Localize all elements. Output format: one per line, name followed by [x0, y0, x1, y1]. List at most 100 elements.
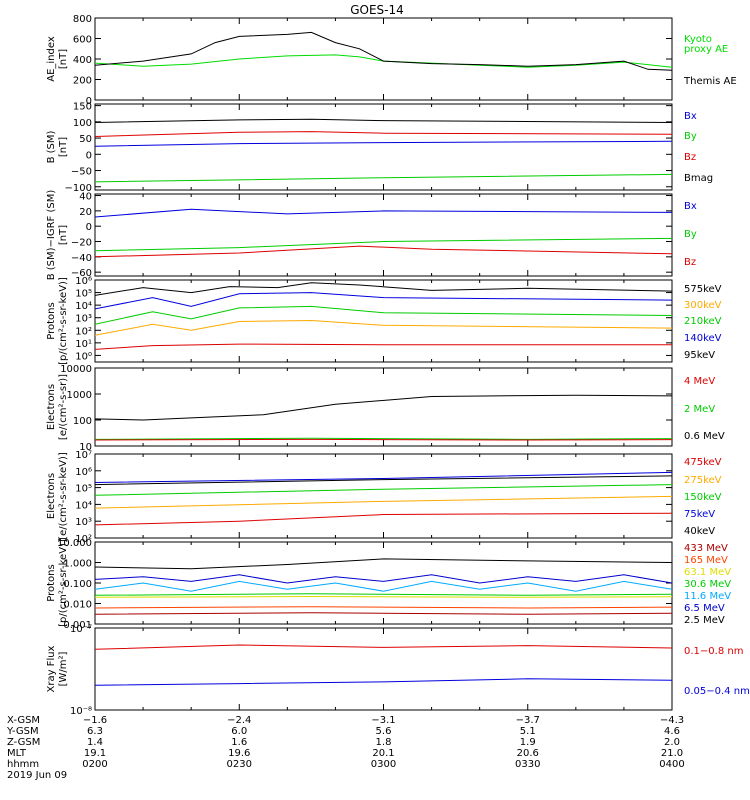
y-tick-label: 10⁴ [75, 500, 92, 511]
footer-value: 0300 [371, 759, 396, 770]
footer-value: 0330 [515, 759, 540, 770]
y-tick-label: 10⁷ [75, 450, 92, 461]
series-line [95, 471, 672, 483]
y-axis-title: [e/(cm²-s-sr)] [58, 374, 69, 440]
y-tick-label: 600 [73, 35, 92, 46]
footer-value: 5.1 [520, 726, 536, 737]
footer-value: 6.0 [231, 726, 247, 737]
legend-label: 575keV [684, 284, 722, 295]
footer-value: −3.1 [371, 715, 395, 726]
y-tick-label: 0 [86, 222, 92, 233]
series-line [95, 438, 672, 441]
y-tick-label: 10⁻⁸ [70, 706, 92, 717]
series-line [95, 606, 672, 609]
y-axis-title: Protons [46, 564, 57, 601]
footer-value: −3.7 [516, 715, 540, 726]
panel-frame [94, 627, 673, 711]
series-line [95, 131, 672, 137]
legend-label: 11.6 MeV [684, 591, 731, 602]
footer-value: 19.1 [84, 748, 106, 759]
legend-label: By [684, 229, 697, 240]
series-line [95, 595, 672, 598]
legend-label: 165 MeV [684, 555, 728, 566]
panel-3: 40 20 0 −20 −40 −60 B (SM)−IGRF (SM) [nT] Bx By Bz [46, 190, 697, 281]
series-line [95, 31, 672, 71]
panel-frame [94, 193, 673, 277]
legend-label: Bmag [684, 173, 713, 184]
footer-value: 21.0 [661, 748, 683, 759]
y-tick-label: 10³ [75, 517, 92, 528]
panel-frame [94, 453, 673, 539]
series-line [95, 612, 672, 615]
y-axis-title: [W/m²] [58, 651, 69, 686]
legend-label: 63.1 MeV [684, 567, 731, 578]
footer-row-label: 2019 Jun 09 [7, 770, 67, 781]
legend-label: 0.1−0.8 nm [684, 646, 743, 657]
series-line [95, 678, 672, 686]
series-line [95, 237, 672, 252]
panel-2: 150 100 50 0 −50 −100 B (SM) [nT] Bx By Bz Bmag [46, 102, 713, 194]
series-line [95, 644, 672, 650]
y-axis-title: Protons [46, 302, 57, 339]
y-axis-title: Xray Flux [46, 645, 57, 692]
y-tick-label: 20 [79, 207, 92, 218]
footer-value: 1.8 [376, 737, 392, 748]
y-tick-label: 40 [79, 192, 92, 203]
y-tick-label: 0.010 [63, 600, 92, 611]
series-line [95, 484, 672, 496]
y-tick-label: 10.000 [57, 538, 92, 549]
legend-label: 0.6 MeV [684, 431, 725, 442]
panel-frame [94, 367, 673, 447]
panel-7: 10.000 1.000 0.100 0.010 0.001 Protons [p/(cm²… [46, 538, 731, 631]
y-tick-label: 10² [75, 534, 92, 545]
footer-value: 1.6 [231, 737, 247, 748]
legend-label: 4 MeV [684, 376, 715, 387]
legend-label: Bx [684, 201, 697, 212]
legend-label: 150keV [684, 492, 722, 503]
footer-value: 0230 [227, 759, 252, 770]
figure-title: GOES-14 [350, 3, 404, 17]
legend-label: Themis AE [683, 76, 737, 87]
y-tick-label: 0 [86, 150, 92, 161]
y-tick-label: 100 [73, 118, 92, 129]
legend-label: 40keV [684, 526, 715, 537]
series-line [95, 319, 672, 336]
series-line [95, 343, 672, 350]
series-line [95, 282, 672, 296]
footer-value: 1.9 [520, 737, 536, 748]
series-line [95, 558, 672, 570]
y-tick-label: 1.000 [63, 559, 92, 570]
y-tick-label: 10⁶ [75, 467, 92, 478]
legend-label: 140keV [684, 333, 722, 344]
footer-value: 1.4 [87, 737, 103, 748]
y-axis-title: [nT] [58, 225, 69, 245]
series-line [95, 475, 672, 486]
footer-value: 4.6 [664, 726, 680, 737]
y-axis-title: Electrons [46, 473, 57, 519]
footer-row-label: Z-GSM [7, 737, 40, 748]
legend-label: 0.05−0.4 nm [684, 686, 750, 697]
legend-label: Bz [684, 257, 696, 268]
footer-value: 19.6 [228, 748, 250, 759]
y-axis-title: [p/(cm²-s-sr-keV)] [58, 539, 69, 627]
y-axis-title: Electrons [46, 384, 57, 430]
series-line [95, 574, 672, 584]
y-tick-label: 10⁵ [75, 289, 92, 300]
series-line [95, 173, 672, 183]
legend-label: 6.5 MeV [684, 603, 725, 614]
series-line [95, 580, 672, 592]
series-line [95, 593, 672, 596]
footer-value: 2.0 [664, 737, 680, 748]
legend-label: 275keV [684, 475, 722, 486]
series-line [95, 292, 672, 310]
y-tick-label: 50 [79, 134, 92, 145]
y-tick-label: −20 [71, 238, 92, 249]
footer-value: −1.6 [83, 715, 107, 726]
y-axis-title: [e/(cm²-s-sr-keV)] [58, 452, 69, 540]
y-axis-title: AE_index [46, 36, 57, 82]
series-line [95, 208, 672, 218]
y-axis-title: B (SM) [46, 130, 57, 163]
footer-value: 20.1 [372, 748, 394, 759]
